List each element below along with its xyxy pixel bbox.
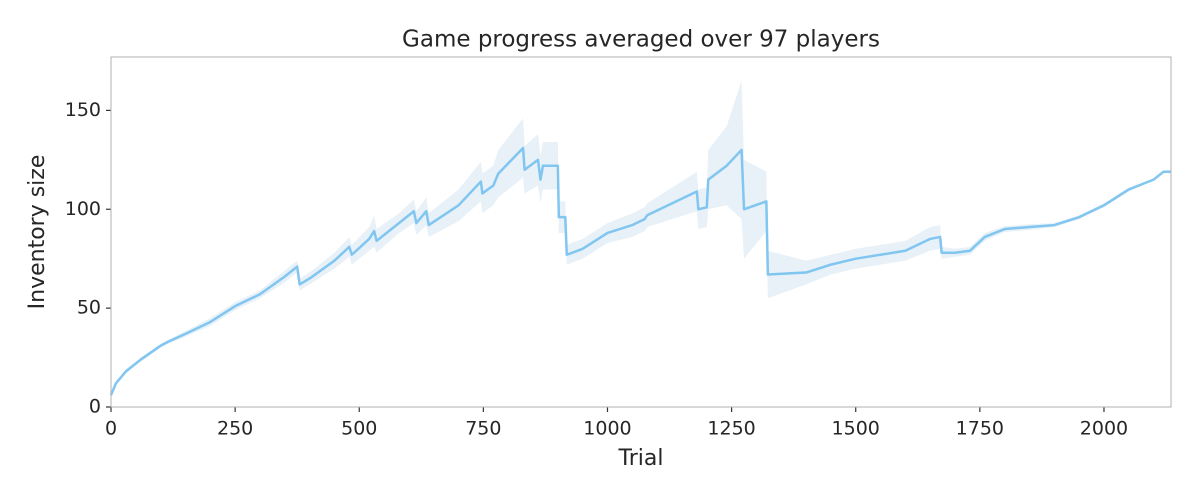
- x-tick-label: 500: [341, 418, 377, 440]
- chart-title: Game progress averaged over 97 players: [402, 27, 880, 53]
- x-tick-label: 1500: [832, 418, 880, 440]
- y-tick-label: 100: [65, 198, 101, 220]
- x-axis-label: Trial: [618, 446, 664, 471]
- y-axis-label: Inventory size: [25, 155, 50, 310]
- x-tick-label: 750: [465, 418, 501, 440]
- y-tick-label: 150: [65, 99, 101, 121]
- x-tick-label: 1250: [707, 418, 755, 440]
- x-tick-label: 0: [105, 418, 117, 440]
- x-tick-label: 250: [217, 418, 253, 440]
- plot-frame: [110, 56, 1172, 408]
- y-tick-label: 0: [89, 396, 101, 418]
- confidence-band: [111, 80, 1171, 397]
- x-tick-label: 1750: [956, 418, 1004, 440]
- line: [109, 146, 1171, 396]
- x-tick-label: 1000: [583, 418, 631, 440]
- x-tick-label: 2000: [1080, 418, 1128, 440]
- y-tick-label: 50: [77, 297, 101, 319]
